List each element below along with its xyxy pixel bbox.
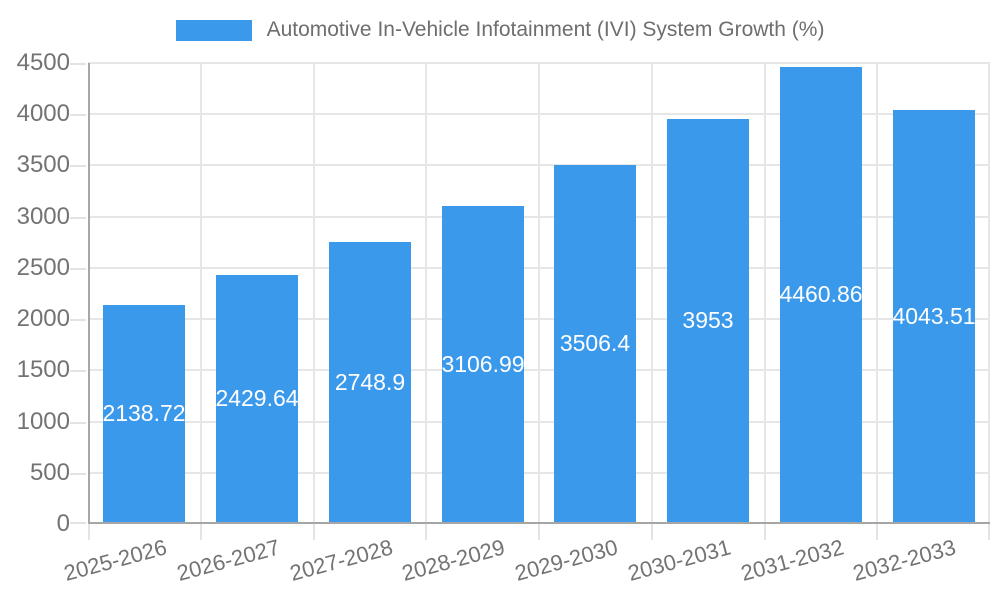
gridline-vertical [876,63,878,524]
x-axis-tick [876,524,878,540]
x-axis-line [88,522,990,524]
y-axis-tick [70,473,86,475]
x-axis-label: 2032-2033 [850,534,959,586]
bar-value-label: 4460.86 [779,281,863,307]
bar[interactable]: 3953 [667,119,749,522]
x-axis-label: 2031-2032 [737,534,846,586]
gridline-vertical [425,63,427,524]
y-axis-label: 0 [56,510,70,537]
x-axis-label: 2029-2030 [512,534,621,586]
bar[interactable]: 2748.9 [329,242,411,522]
y-axis-tick [70,522,86,524]
legend-swatch [175,19,252,41]
plot-area: 2138.72 2429.64 2748.9 3106.99 3506.4 3953 446… [70,62,990,540]
bar-value-label: 2138.72 [102,400,186,426]
legend-item[interactable]: Automotive In-Vehicle Infotainment (IVI)… [0,16,1000,44]
y-axis-tick [70,422,86,424]
y-axis-tick [70,63,86,65]
y-axis-label: 1000 [16,408,70,435]
bar[interactable]: 3506.4 [554,165,636,522]
y-axis-tick [70,165,86,167]
x-axis-tick [764,524,766,540]
y-axis-tick [70,319,86,321]
gridline-vertical [538,63,540,524]
y-axis-tick [70,217,86,219]
x-axis-tick [200,524,202,540]
x-axis-tick [88,524,90,540]
x-axis-tick [425,524,427,540]
x-axis-tick [313,524,315,540]
y-axis-label: 3500 [16,151,70,178]
gridline-vertical [764,63,766,524]
y-axis-line [88,63,90,524]
bar-value-label: 4043.51 [892,302,976,329]
gridline-vertical [313,63,315,524]
y-axis-tick [70,114,86,116]
x-axis-label: 2025-2026 [61,534,170,586]
chart-title: Automotive In-Vehicle Infotainment (IVI)… [266,18,825,41]
y-axis-label: 2500 [16,254,70,281]
bar[interactable]: 2429.64 [215,275,299,522]
bar-value-label: 3506.4 [559,330,631,356]
bar-value-label: 2429.64 [215,385,299,411]
y-axis-tick [70,268,86,270]
y-axis-label: 1500 [16,356,70,383]
y-axis-label: 4500 [16,49,70,76]
y-axis-label: 4000 [16,100,70,127]
x-axis-tick [988,524,990,540]
bar[interactable]: 2138.72 [102,305,186,522]
bar[interactable]: 3106.99 [441,206,525,522]
bar-value-label: 3953 [682,307,734,333]
x-axis-label: 2030-2031 [625,534,734,586]
y-axis-label: 2000 [16,305,70,332]
x-axis-tick [538,524,540,540]
x-axis-tick [651,524,653,540]
bar-value-label: 2748.9 [334,368,406,395]
bar[interactable]: 4460.86 [779,67,863,522]
y-axis-tick [70,370,86,372]
gridline-vertical [200,63,202,524]
x-axis-label: 2028-2029 [399,534,508,586]
y-axis-label: 500 [29,459,70,486]
bar[interactable]: 4043.51 [892,110,976,522]
x-axis-label: 2027-2028 [286,534,395,586]
gridline-vertical [988,63,990,524]
x-axis-label: 2026-2027 [174,534,283,586]
bar-value-label: 3106.99 [441,350,525,377]
y-axis-label: 3000 [16,203,70,230]
gridline-vertical [651,63,653,524]
